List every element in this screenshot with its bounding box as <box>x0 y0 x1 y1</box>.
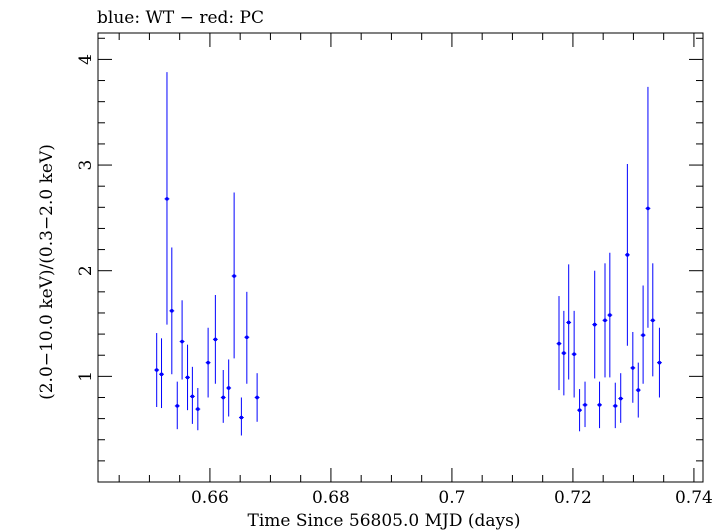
point-marker <box>165 197 169 201</box>
point-marker <box>221 395 226 400</box>
data-point <box>635 362 641 418</box>
point-marker <box>232 274 236 278</box>
x-axis-ticks: 0.66 0.68 0.7 0.72 0.74 <box>118 33 713 508</box>
point-marker <box>180 339 184 344</box>
x-tick-label: 0.74 <box>675 488 713 508</box>
y-tick-label: 4 <box>76 54 96 65</box>
point-marker <box>213 337 218 342</box>
point-marker <box>603 318 607 323</box>
point-marker <box>255 395 259 400</box>
point-marker <box>159 372 164 377</box>
point-marker <box>206 360 210 365</box>
data-point <box>189 366 195 424</box>
point-marker <box>245 335 249 340</box>
point-marker <box>566 320 571 325</box>
point-marker <box>631 366 635 370</box>
data-point <box>220 370 226 423</box>
data-point <box>212 295 218 384</box>
point-marker <box>613 404 618 408</box>
data-point <box>566 264 572 380</box>
data-point <box>154 333 160 407</box>
data-point <box>657 327 662 398</box>
x-tick-label: 0.7 <box>438 488 465 508</box>
data-point <box>561 310 567 396</box>
data-point <box>592 270 598 379</box>
x-tick-label: 0.72 <box>554 488 592 508</box>
data-point <box>205 327 211 398</box>
point-marker <box>583 403 587 407</box>
data-point <box>645 86 651 328</box>
point-marker <box>572 352 576 356</box>
data-point <box>179 300 185 380</box>
point-marker <box>618 396 623 401</box>
point-marker <box>562 351 566 355</box>
data-point <box>195 387 201 431</box>
data-point <box>159 338 164 409</box>
x-tick-label: 0.68 <box>312 488 350 508</box>
data-point <box>244 291 250 384</box>
y-axis-label: (2.0−10.0 keV)/(0.3−2.0 keV) <box>37 144 57 400</box>
point-marker <box>185 375 190 380</box>
data-point <box>174 381 180 430</box>
data-point <box>618 373 624 423</box>
data-point <box>571 310 577 398</box>
data-point <box>582 381 588 428</box>
point-marker <box>608 313 612 317</box>
x-axis-label: Time Since 56805.0 MJD (days) <box>248 511 521 531</box>
point-marker <box>196 407 200 411</box>
data-point <box>169 247 175 375</box>
point-marker <box>592 322 597 327</box>
y-tick-label: 3 <box>76 160 96 171</box>
point-marker <box>577 408 582 412</box>
data-point <box>650 263 656 377</box>
point-marker <box>226 386 231 390</box>
data-point <box>238 397 244 436</box>
point-marker <box>557 341 561 346</box>
point-marker <box>597 403 602 407</box>
data-point <box>624 164 630 346</box>
y-axis-ticks: 1 2 3 4 <box>76 37 703 462</box>
point-marker <box>641 333 645 337</box>
y-tick-label: 2 <box>76 265 96 276</box>
data-point <box>164 72 170 325</box>
data-point <box>577 389 582 432</box>
point-marker <box>625 253 630 257</box>
plot-frame <box>97 32 704 483</box>
point-marker <box>190 394 195 399</box>
data-point <box>607 252 613 378</box>
data-points <box>154 72 662 436</box>
point-marker <box>175 404 180 408</box>
data-point <box>612 382 618 429</box>
point-marker <box>239 415 244 420</box>
chart-title: blue: WT − red: PC <box>97 8 264 28</box>
point-marker <box>657 360 662 365</box>
point-marker <box>646 206 650 211</box>
point-marker <box>650 318 655 323</box>
data-point <box>254 373 260 422</box>
y-tick-label: 1 <box>76 371 96 382</box>
x-tick-label: 0.66 <box>191 488 229 508</box>
data-point <box>231 192 237 359</box>
point-marker <box>154 368 159 372</box>
data-point <box>630 331 636 403</box>
data-point <box>602 263 608 378</box>
point-marker <box>170 309 174 313</box>
point-marker <box>636 388 641 392</box>
data-point <box>640 285 646 384</box>
data-point <box>185 344 190 411</box>
data-point <box>556 296 562 391</box>
data-point <box>597 381 602 429</box>
data-point <box>226 359 232 417</box>
